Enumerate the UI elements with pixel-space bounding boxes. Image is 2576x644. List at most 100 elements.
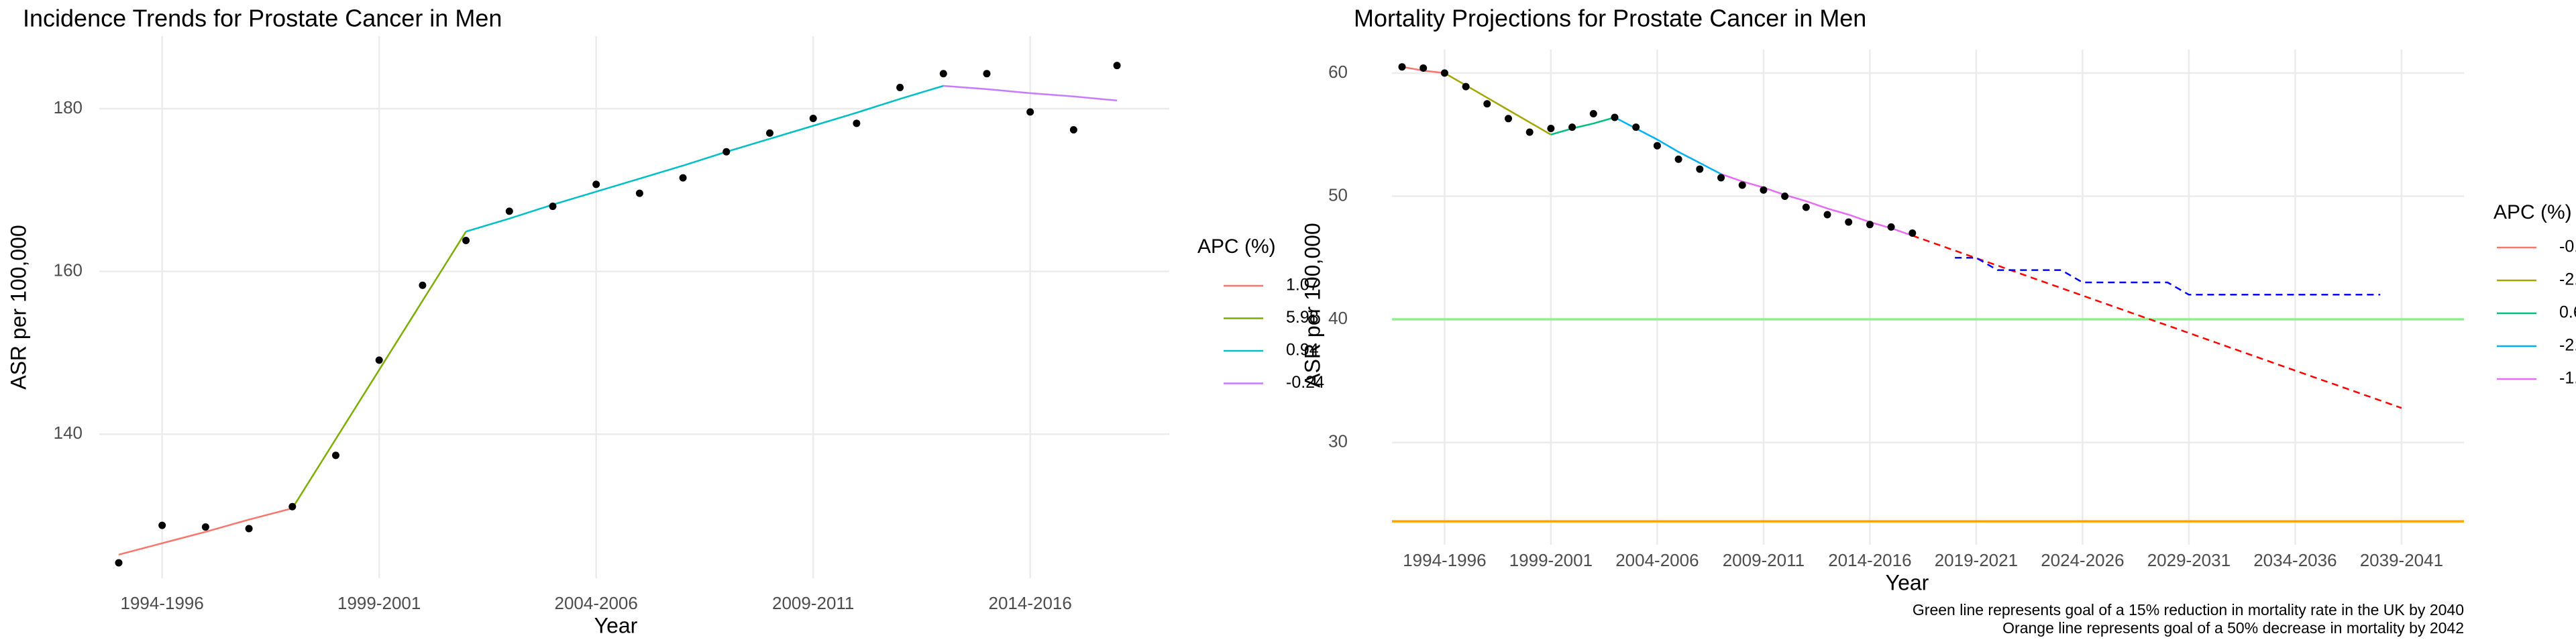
x-tick-label: 2009-2011 bbox=[1723, 550, 1805, 570]
data-point bbox=[1069, 126, 1077, 134]
projection-line bbox=[1955, 257, 2381, 296]
legend-label: 0.64 bbox=[2559, 303, 2576, 322]
y-axis-label: ASR per 100,000 bbox=[1300, 223, 1324, 388]
data-point bbox=[896, 83, 904, 91]
data-point bbox=[1845, 218, 1853, 226]
data-point bbox=[462, 237, 470, 245]
trend-line bbox=[466, 85, 944, 233]
legend-label: 5.98 bbox=[1286, 308, 1319, 327]
data-point bbox=[1113, 62, 1121, 70]
data-point bbox=[375, 356, 383, 364]
x-tick-label: 2039-2041 bbox=[2360, 550, 2443, 570]
x-axis-label: Year bbox=[594, 613, 638, 637]
x-tick-label: 2004-2006 bbox=[555, 593, 638, 613]
legend-label: -0.24 bbox=[1286, 373, 1324, 392]
data-point bbox=[1462, 83, 1470, 91]
chart-title: Mortality Projections for Prostate Cance… bbox=[1354, 5, 1866, 32]
trend-line bbox=[291, 231, 467, 509]
data-point bbox=[245, 525, 253, 533]
x-tick-label: 2019-2021 bbox=[1935, 550, 2018, 570]
x-tick-label: 2009-2011 bbox=[772, 593, 854, 613]
y-tick-label: 160 bbox=[54, 260, 83, 280]
data-point bbox=[722, 148, 731, 156]
data-point bbox=[1674, 155, 1682, 163]
data-point bbox=[1483, 100, 1491, 108]
legend-label: -2.12 bbox=[2559, 270, 2576, 289]
data-point bbox=[549, 203, 557, 211]
data-point bbox=[1419, 64, 1428, 72]
data-point bbox=[592, 180, 600, 189]
legend-label: -0.54 bbox=[2559, 237, 2576, 256]
x-tick-label: 1999-2001 bbox=[337, 593, 421, 613]
legend-label: -1.06 bbox=[2559, 369, 2576, 388]
x-tick-label: 2014-2016 bbox=[989, 593, 1072, 613]
legend-label: 0.94 bbox=[1286, 341, 1319, 360]
y-tick-label: 60 bbox=[1328, 62, 1348, 82]
y-axis-label: ASR per 100,000 bbox=[6, 225, 30, 390]
data-point bbox=[1611, 113, 1619, 121]
data-point bbox=[288, 502, 297, 511]
data-point bbox=[1525, 128, 1534, 136]
data-point bbox=[1547, 124, 1555, 132]
data-point bbox=[939, 70, 947, 78]
legend-label: -2.04 bbox=[2559, 336, 2576, 355]
data-point bbox=[1653, 142, 1661, 150]
data-point bbox=[1717, 174, 1725, 182]
data-point bbox=[1026, 108, 1034, 116]
y-tick-label: 30 bbox=[1328, 431, 1348, 451]
x-tick-label: 2024-2026 bbox=[2041, 550, 2124, 570]
data-point bbox=[1589, 109, 1597, 117]
data-point bbox=[1568, 123, 1576, 131]
data-point bbox=[505, 207, 513, 215]
data-point bbox=[809, 115, 817, 123]
data-point bbox=[115, 559, 123, 567]
y-tick-label: 140 bbox=[54, 423, 83, 443]
data-point bbox=[332, 451, 339, 460]
x-tick-label: 1999-2001 bbox=[1509, 550, 1593, 570]
data-point bbox=[1802, 203, 1810, 211]
data-point bbox=[1632, 123, 1640, 131]
data-point bbox=[1781, 192, 1789, 200]
data-point bbox=[853, 119, 861, 127]
data-point bbox=[635, 189, 643, 197]
data-point bbox=[419, 281, 427, 289]
data-point bbox=[1909, 229, 1917, 237]
data-point bbox=[766, 129, 773, 137]
data-point bbox=[1866, 221, 1874, 229]
legend-title: APC (%) bbox=[2493, 201, 2572, 223]
trend-line bbox=[1550, 116, 1615, 136]
data-point bbox=[1738, 181, 1746, 189]
trend-line bbox=[1444, 72, 1552, 136]
legend-title: APC (%) bbox=[1197, 235, 1276, 258]
caption: Green line represents goal of a 15% redu… bbox=[1913, 601, 2464, 619]
data-point bbox=[158, 521, 166, 529]
trend-line bbox=[943, 85, 1118, 102]
x-tick-label: 2004-2006 bbox=[1615, 550, 1699, 570]
trend-line bbox=[1721, 173, 1913, 237]
caption: Orange line represents goal of a 50% dec… bbox=[2002, 619, 2464, 637]
y-tick-label: 180 bbox=[54, 97, 83, 117]
projection-line bbox=[1912, 235, 2402, 409]
data-point bbox=[1505, 115, 1512, 123]
data-point bbox=[201, 523, 209, 531]
data-point bbox=[1760, 186, 1768, 194]
data-point bbox=[1823, 211, 1831, 219]
x-tick-label: 2034-2036 bbox=[2253, 550, 2337, 570]
data-point bbox=[679, 174, 687, 182]
trend-line bbox=[118, 507, 293, 556]
x-tick-label: 1994-1996 bbox=[121, 593, 204, 613]
x-axis-label: Year bbox=[1886, 570, 1929, 594]
x-tick-label: 1994-1996 bbox=[1403, 550, 1486, 570]
data-point bbox=[1440, 69, 1448, 77]
data-point bbox=[1887, 223, 1895, 231]
y-tick-label: 50 bbox=[1328, 184, 1348, 205]
x-tick-label: 2014-2016 bbox=[1828, 550, 1911, 570]
data-point bbox=[1696, 165, 1704, 173]
chart-title: Incidence Trends for Prostate Cancer in … bbox=[23, 5, 502, 32]
legend-label: 1.07 bbox=[1286, 276, 1319, 294]
x-tick-label: 2029-2031 bbox=[2147, 550, 2231, 570]
data-point bbox=[1398, 63, 1406, 71]
